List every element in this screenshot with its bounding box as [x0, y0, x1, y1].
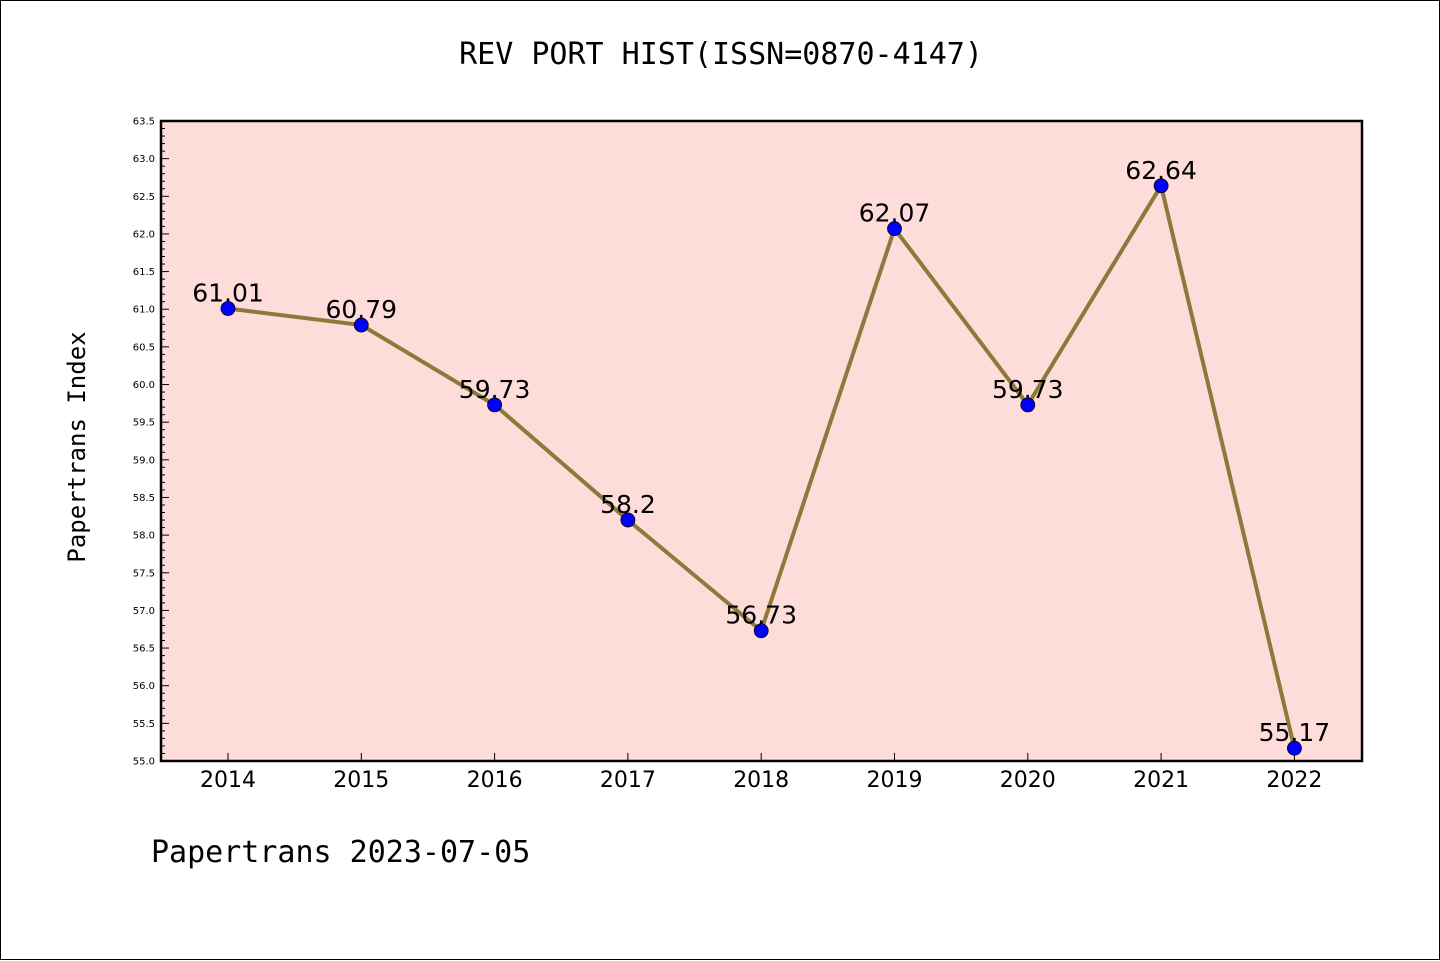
data-point: [220, 301, 236, 316]
x-tick-label: 2020: [1000, 768, 1056, 793]
y-tick-label: 63.5: [133, 117, 155, 128]
y-tick-label: 59.0: [133, 455, 155, 466]
y-tick-label: 55.0: [133, 757, 155, 768]
data-point: [887, 221, 902, 237]
x-tick-label: 2018: [733, 768, 789, 793]
x-tick-label: 2019: [867, 768, 923, 793]
x-tick-label: 2022: [1266, 768, 1322, 793]
y-tick-label: 56.5: [133, 644, 155, 655]
data-point: [753, 623, 769, 639]
y-tick-label: 57.5: [133, 568, 155, 579]
y-tick-label: 61.5: [133, 267, 155, 278]
y-tick-label: 63.0: [133, 154, 155, 165]
data-label: 58.2: [600, 490, 656, 519]
y-tick-label: 58.5: [133, 493, 155, 504]
x-tick-label: 2017: [600, 768, 656, 793]
x-tick-label: 2021: [1133, 768, 1189, 793]
y-axis-label: Papertrans Index: [63, 331, 91, 562]
y-tick-label: 60.5: [133, 342, 155, 353]
plot-area: [161, 121, 1362, 761]
plot-border: [159, 119, 1364, 763]
data-point: [487, 397, 503, 413]
data-label: 56.73: [725, 601, 797, 630]
data-label: 59.73: [459, 375, 531, 404]
footer-note: Papertrans 2023-07-05: [151, 835, 531, 870]
data-label: 61.01: [192, 278, 264, 307]
chart-title: REV PORT HIST(ISSN=0870-4147): [459, 37, 983, 72]
data-label: 62.64: [1125, 156, 1197, 185]
data-point: [353, 317, 369, 333]
y-tick-label: 62.0: [133, 229, 155, 240]
data-point: [1153, 178, 1169, 194]
x-tick-label: 2016: [467, 768, 523, 793]
x-tick-label: 2015: [333, 768, 389, 793]
y-tick-label: 62.5: [133, 192, 155, 203]
data-label: 55.17: [1259, 718, 1331, 747]
y-tick-label: 59.5: [133, 418, 155, 429]
y-tick-label: 55.5: [133, 719, 155, 730]
data-point: [620, 512, 636, 528]
data-label: 62.07: [859, 199, 931, 228]
y-tick-label: 58.0: [133, 531, 155, 542]
data-point: [1287, 740, 1302, 756]
data-point: [1020, 397, 1036, 413]
y-tick-label: 56.0: [133, 681, 155, 692]
x-tick-label: 2014: [200, 768, 256, 793]
y-tick-label: 61.0: [133, 305, 155, 316]
data-label: 59.73: [992, 375, 1064, 404]
y-tick-label: 60.0: [133, 380, 155, 391]
data-label: 60.79: [326, 295, 398, 324]
y-tick-label: 57.0: [133, 606, 155, 617]
